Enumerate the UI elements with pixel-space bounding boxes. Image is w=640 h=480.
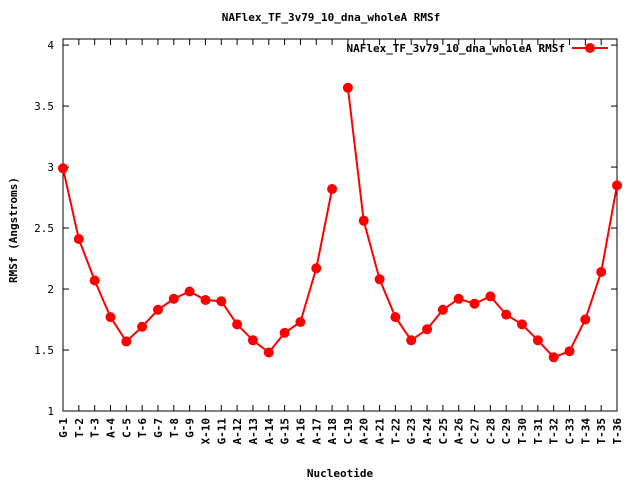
y-axis: 1 1.5 2 2.5 3 3.5 4 (34, 39, 617, 418)
data-point (327, 184, 338, 194)
data-point (247, 335, 258, 346)
y-tick-label: 4 (47, 39, 54, 52)
x-tick-label: A-21 (374, 418, 387, 445)
data-point (58, 163, 68, 174)
y-tick-label: 1 (47, 405, 54, 418)
data-point (295, 317, 306, 327)
x-tick-label: T-31 (532, 418, 545, 445)
data-point (564, 346, 575, 357)
x-tick-label: A-24 (421, 418, 434, 445)
x-tick-label: A-14 (263, 418, 276, 445)
data-point (374, 274, 385, 285)
data-point (501, 309, 512, 320)
data-point (89, 275, 100, 286)
data-point (137, 321, 148, 332)
data-point (263, 347, 274, 358)
x-tick-label: C-19 (342, 418, 355, 445)
x-tick-label: A-13 (247, 418, 260, 445)
y-tick-label: 3 (47, 161, 54, 174)
x-tick-label: A-4 (104, 418, 117, 438)
data-point (200, 295, 211, 305)
data-point (216, 296, 227, 307)
data-point (311, 263, 322, 274)
data-point (73, 234, 84, 244)
data-point (548, 352, 559, 363)
data-point (342, 82, 353, 93)
x-tick-label: C-27 (469, 418, 482, 445)
y-tick-label: 3.5 (34, 100, 54, 113)
data-point (485, 291, 496, 302)
x-tick-label: T-30 (516, 418, 529, 445)
data-point (153, 304, 163, 315)
x-tick-label: G-11 (215, 418, 228, 445)
data-point (453, 293, 464, 304)
x-tick-label: A-12 (231, 418, 244, 445)
y-tick-label: 2.5 (34, 222, 54, 235)
y-tick-label: 1.5 (34, 344, 54, 357)
series-points (58, 82, 622, 363)
x-tick-label: C-33 (564, 418, 577, 445)
x-tick-label: T-35 (595, 418, 608, 445)
legend-marker (585, 43, 595, 53)
data-point (184, 286, 195, 297)
data-point (406, 335, 417, 346)
x-tick-label: A-17 (310, 418, 323, 445)
x-tick-label: A-16 (294, 418, 307, 445)
data-point (121, 336, 132, 347)
x-axis-label: Nucleotide (307, 467, 374, 480)
data-point (232, 319, 243, 330)
x-tick-label: T-36 (611, 418, 624, 445)
data-point (517, 319, 527, 330)
data-point (390, 312, 401, 323)
x-tick-label: X-10 (199, 418, 212, 445)
y-tick-label: 2 (47, 283, 54, 296)
data-point (105, 312, 116, 323)
legend: NAFlex_TF_3v79_10_dna_wholeA RMSf (346, 42, 608, 55)
x-tick-label: C-25 (437, 418, 450, 445)
x-tick-label: T-2 (73, 418, 86, 438)
series-line-segment (62, 168, 334, 354)
legend-label: NAFlex_TF_3v79_10_dna_wholeA RMSf (346, 42, 565, 55)
plot-frame (62, 38, 618, 412)
series-line-segment (346, 87, 618, 359)
data-point (612, 180, 622, 191)
x-tick-label: T-3 (89, 418, 102, 438)
data-point (168, 293, 179, 304)
x-tick-label: A-18 (326, 418, 339, 445)
x-axis: G-1 T-2 T-3 A-4 C-5 T-6 G-7 T-8 G-9 X-10 G-11 A-12 A… (57, 39, 624, 445)
x-tick-label: T-34 (579, 418, 592, 445)
data-point (580, 314, 591, 325)
series-line (62, 87, 618, 359)
x-tick-label: G-15 (279, 418, 292, 445)
data-point (469, 298, 480, 309)
data-point (437, 304, 448, 315)
y-axis-label: RMSf (Angstroms) (7, 177, 20, 283)
data-point (422, 324, 433, 335)
x-tick-label: T-32 (548, 418, 561, 445)
x-tick-label: C-5 (120, 418, 133, 438)
data-point (279, 327, 290, 338)
x-tick-label: A-26 (453, 418, 466, 445)
x-tick-label: C-29 (500, 418, 513, 445)
x-tick-label: T-6 (136, 418, 149, 438)
data-point (596, 267, 607, 277)
x-tick-label: G-1 (57, 418, 70, 438)
x-tick-label: G-7 (152, 418, 165, 438)
data-point (532, 335, 543, 346)
x-tick-label: A-20 (358, 418, 371, 445)
x-tick-label: T-8 (168, 418, 181, 438)
x-tick-label: G-23 (405, 418, 418, 445)
x-tick-label: C-28 (484, 418, 497, 445)
data-point (358, 215, 369, 226)
chart-title: NAFlex_TF_3v79_10_dna_wholeA RMSf (222, 11, 441, 24)
x-tick-label: T-22 (389, 418, 402, 445)
x-tick-label: G-9 (184, 418, 197, 438)
